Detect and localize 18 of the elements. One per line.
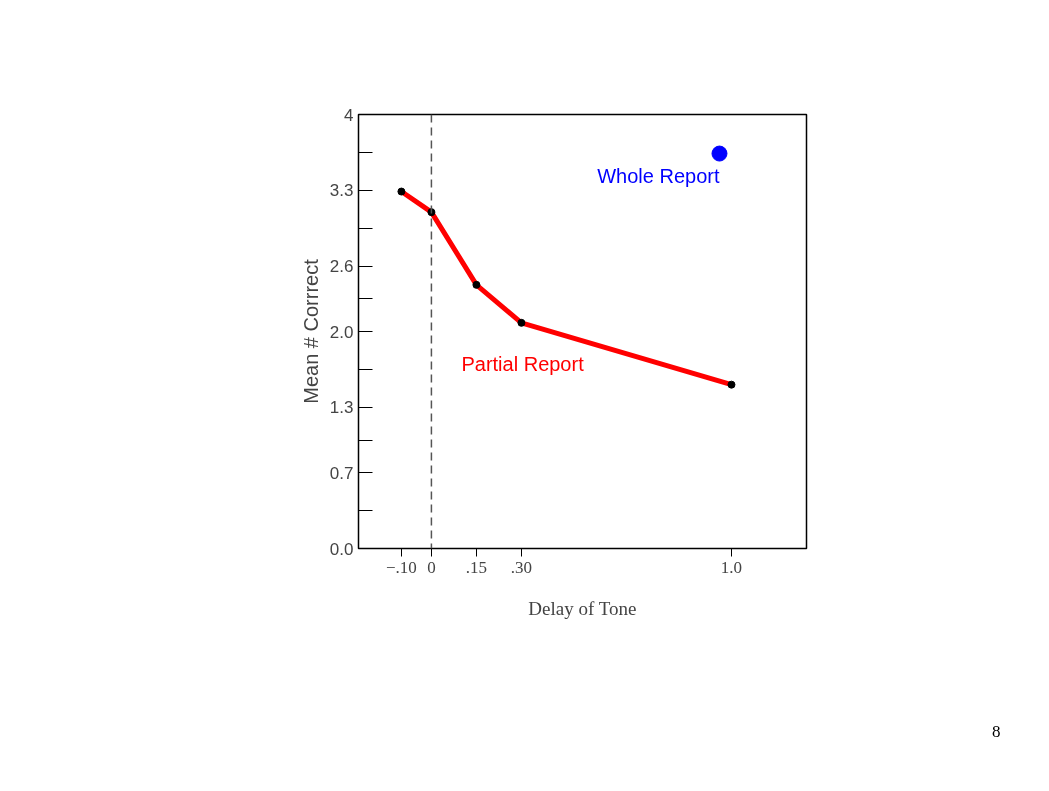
x-tick-label: .15	[465, 557, 488, 577]
y-tick-label: 2.0	[329, 322, 354, 342]
x-tick-label: −.10	[385, 557, 417, 577]
y-axis-title: Mean # Corrrect	[299, 258, 322, 404]
y-tick-label: 4	[344, 105, 354, 125]
x-tick-label: 0	[427, 557, 436, 577]
y-tick-label: 2.6	[329, 257, 354, 277]
point	[711, 145, 728, 162]
x-tick-label: 1.0	[720, 557, 743, 577]
y-tick-label: 0.7	[329, 463, 354, 483]
y-tick-label: 0.0	[329, 539, 354, 559]
x-axis-title: Delay of Tone	[528, 597, 637, 619]
x-tick-label: .30	[510, 557, 533, 577]
text: 8	[992, 721, 1001, 743]
series-label: Partial Report	[461, 352, 585, 375]
y-tick-label: 3.3	[329, 181, 354, 201]
y-tick-label: 1.3	[329, 398, 354, 418]
series-label: Whole Report	[597, 164, 720, 187]
